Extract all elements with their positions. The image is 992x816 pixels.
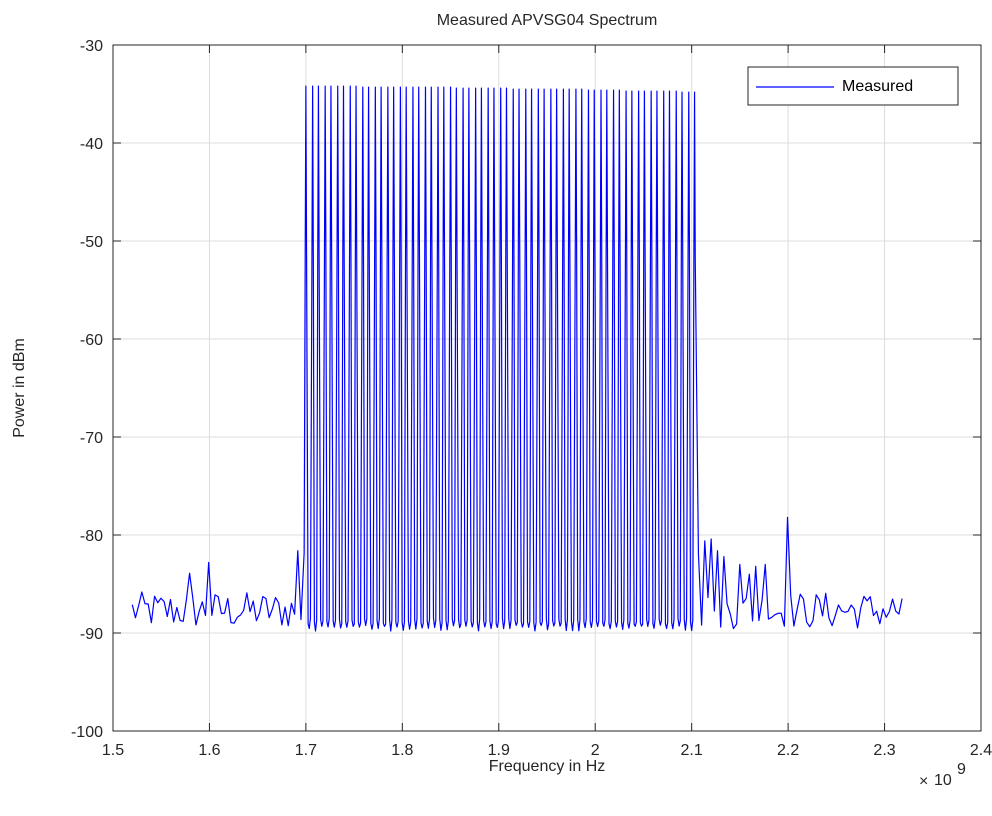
grid-lines [113,45,981,731]
y-tick-label: -90 [80,626,103,643]
axes-box [112,44,982,732]
x-multiplier-base: 10 [934,772,952,789]
y-tick-label: -60 [80,332,103,349]
y-tick-label: -40 [80,136,103,153]
legend: Measured [747,66,959,106]
x-tick-label: 1.5 [102,742,124,759]
legend-label-measured: Measured [842,78,913,95]
x-axis-label: Frequency in Hz [489,758,606,775]
series-measured [131,85,903,632]
x-tick-label: 1.9 [488,742,510,759]
x-tick-label: 2.1 [681,742,703,759]
x-multiplier-exponent: 9 [957,761,966,778]
x-tick-label: 2.2 [777,742,799,759]
x-tick-label: 1.8 [391,742,413,759]
y-tick-label: -50 [80,234,103,251]
tick-marks [112,44,982,732]
y-tick-label: -100 [71,724,103,741]
chart-title: Measured APVSG04 Spectrum [437,12,658,29]
x-tick-labels: 1.5 1.6 1.7 1.8 1.9 2 2.1 2.2 2.3 2.4 [102,742,992,759]
legend-box [747,66,959,106]
x-tick-label: 1.7 [295,742,317,759]
x-tick-label: 2.3 [873,742,895,759]
x-multiplier-times: × [919,773,928,790]
y-tick-label: -30 [80,38,103,55]
x-axis-multiplier: × 10 9 [919,761,966,790]
y-tick-labels: -30 -40 -50 -60 -70 -80 -90 -100 [71,38,103,741]
y-tick-label: -80 [80,528,103,545]
series-line-measured [131,85,903,632]
y-axis-label: Power in dBm [11,338,28,438]
y-tick-label: -70 [80,430,103,447]
x-tick-label: 2 [591,742,600,759]
x-tick-label: 1.6 [198,742,220,759]
x-tick-label: 2.4 [970,742,992,759]
